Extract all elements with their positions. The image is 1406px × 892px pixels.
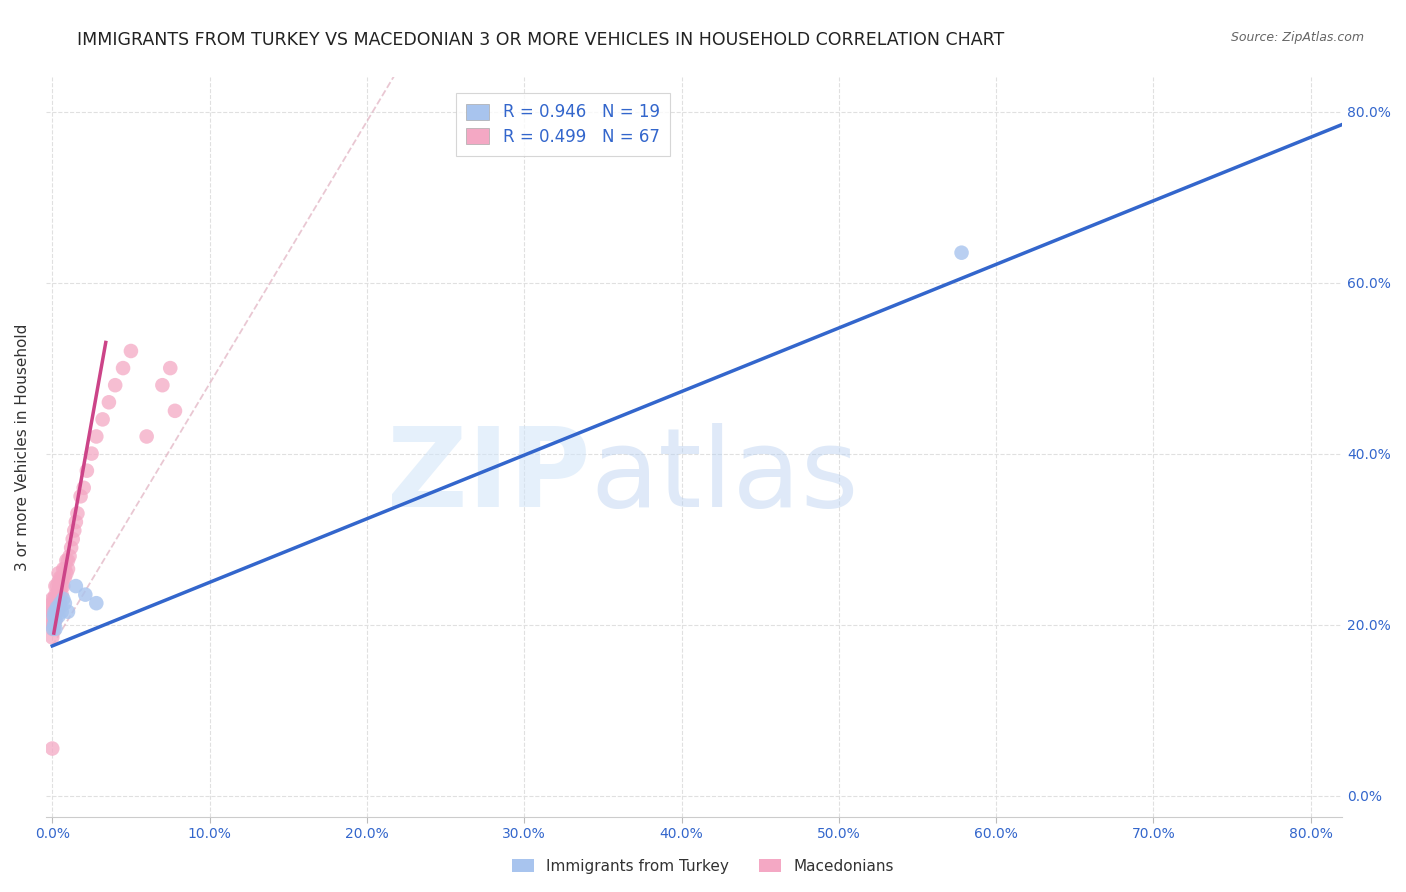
Point (42, 600, 65, 615)
Point (41, 622, 63, 636)
Point (51, 570, 73, 584)
Point (49, 596, 72, 610)
Point (41, 605, 63, 619)
Point (112, 361, 135, 376)
Legend: Immigrants from Turkey, Macedonians: Immigrants from Turkey, Macedonians (506, 853, 900, 880)
Point (52, 591, 75, 606)
Point (46, 579, 69, 593)
Text: Source: ZipAtlas.com: Source: ZipAtlas.com (1230, 31, 1364, 45)
Point (76, 464, 98, 478)
Point (46, 605, 69, 619)
Point (44, 605, 66, 619)
Point (56, 605, 79, 619)
Point (97, 395, 120, 409)
Point (44, 613, 66, 627)
Point (42, 605, 65, 619)
Text: IMMIGRANTS FROM TURKEY VS MACEDONIAN 3 OR MORE VEHICLES IN HOUSEHOLD CORRELATION: IMMIGRANTS FROM TURKEY VS MACEDONIAN 3 O… (77, 31, 1004, 49)
Point (41, 631, 63, 645)
Point (41, 596, 63, 610)
Point (91, 412, 114, 426)
Point (51, 579, 73, 593)
Point (46, 596, 69, 610)
Point (52, 579, 75, 593)
Point (41, 600, 63, 615)
Point (44, 617, 66, 632)
Point (49, 579, 72, 593)
Point (46, 600, 69, 615)
Point (48, 566, 70, 581)
Point (58, 549, 80, 564)
Point (42, 622, 65, 636)
Point (42, 613, 65, 627)
Text: atlas: atlas (591, 423, 859, 530)
Point (49, 600, 72, 615)
Point (62, 532, 84, 546)
Point (159, 361, 181, 376)
Point (44, 596, 66, 610)
Point (42, 622, 65, 636)
Point (86, 596, 108, 610)
Point (135, 429, 157, 443)
Point (163, 404, 186, 418)
Point (55, 566, 77, 581)
Point (950, 245, 973, 260)
Point (48, 574, 70, 589)
Point (73, 481, 96, 495)
Point (53, 562, 76, 576)
Point (75, 588, 97, 602)
Point (66, 507, 89, 521)
Point (56, 562, 79, 576)
Point (41, 741, 63, 756)
Point (44, 579, 66, 593)
Point (46, 588, 69, 602)
Point (86, 429, 108, 443)
Point (56, 553, 79, 567)
Point (80, 447, 103, 461)
Point (41, 591, 63, 606)
Point (44, 613, 66, 627)
Point (41, 609, 63, 624)
Point (42, 591, 65, 606)
Point (69, 489, 91, 503)
Point (49, 570, 72, 584)
Point (41, 605, 63, 619)
Point (44, 588, 66, 602)
Point (120, 343, 142, 358)
Point (104, 378, 127, 392)
Point (65, 515, 87, 529)
Point (51, 588, 73, 602)
Point (44, 605, 66, 619)
Point (52, 562, 75, 576)
Point (51, 605, 73, 619)
Point (48, 609, 70, 624)
Point (42, 609, 65, 624)
Point (53, 570, 76, 584)
Legend: R = 0.946   N = 19, R = 0.499   N = 67: R = 0.946 N = 19, R = 0.499 N = 67 (456, 93, 669, 156)
Point (63, 524, 86, 538)
Text: ZIP: ZIP (387, 423, 591, 530)
Y-axis label: 3 or more Vehicles in Household: 3 or more Vehicles in Household (15, 324, 30, 571)
Point (150, 378, 173, 392)
Point (48, 591, 70, 606)
Point (53, 596, 76, 610)
Point (65, 579, 87, 593)
Point (46, 605, 69, 619)
Point (52, 570, 75, 584)
Point (41, 617, 63, 632)
Point (49, 588, 72, 602)
Point (48, 600, 70, 615)
Point (41, 613, 63, 627)
Point (48, 583, 70, 598)
Point (55, 553, 77, 567)
Point (49, 596, 72, 610)
Point (60, 541, 83, 555)
Point (42, 596, 65, 610)
Point (44, 622, 66, 636)
